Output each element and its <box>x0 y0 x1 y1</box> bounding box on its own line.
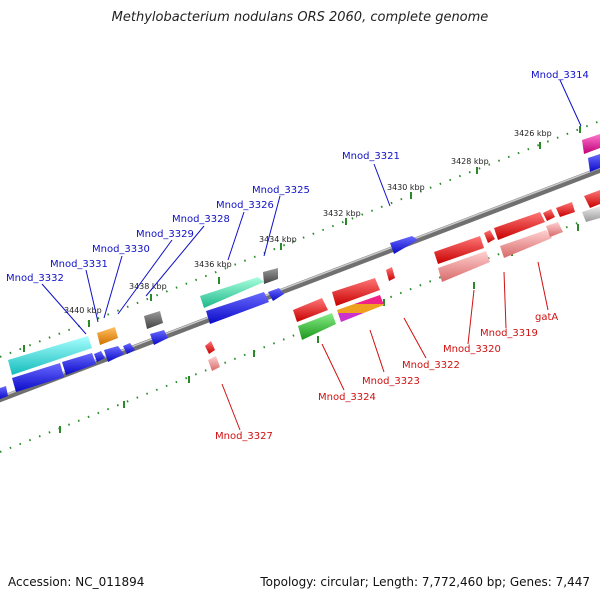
gene-label[interactable]: Mnod_3324 <box>318 392 376 403</box>
gene-arrow[interactable] <box>12 363 64 392</box>
gene-arrow[interactable] <box>582 206 600 222</box>
forward-genes <box>0 134 600 399</box>
leader-lines-forward <box>41 79 582 335</box>
gene-label[interactable]: Mnod_3326 <box>216 200 274 211</box>
gene-arrow[interactable] <box>390 236 418 254</box>
gene-arrow[interactable] <box>298 313 336 340</box>
gene-arrow[interactable] <box>500 230 552 258</box>
gene-arrow[interactable] <box>205 341 215 354</box>
gene-arrow[interactable] <box>546 222 563 237</box>
topology-text: Topology: circular; Length: 7,772,460 bp… <box>260 575 590 589</box>
gene-arrow[interactable] <box>200 277 264 308</box>
gene-arrow[interactable] <box>386 267 395 281</box>
gene-arrow[interactable] <box>556 202 575 217</box>
gene-arrow[interactable] <box>332 278 380 306</box>
gene-label[interactable]: Mnod_3320 <box>443 344 501 355</box>
gene-label[interactable]: Mnod_3314 <box>531 70 589 81</box>
gene-label[interactable]: Mnod_3323 <box>362 376 420 387</box>
page-title: Methylobacterium nodulans ORS 2060, comp… <box>111 10 489 25</box>
gene-arrow[interactable] <box>123 343 135 354</box>
gene-arrow[interactable] <box>543 209 555 221</box>
gene-arrow[interactable] <box>337 295 384 322</box>
gene-label[interactable]: Mnod_3329 <box>136 229 194 240</box>
tick-label: 3428 kbp <box>451 157 489 166</box>
accession-text: Accession: NC_011894 <box>8 575 145 589</box>
gene-arrow[interactable] <box>62 353 96 375</box>
gene-arrow[interactable] <box>494 212 545 240</box>
gene-arrow[interactable] <box>293 298 328 322</box>
gene-arrow[interactable] <box>104 346 124 362</box>
gene-label[interactable]: Mnod_3322 <box>402 360 460 371</box>
gene-arrow[interactable] <box>94 351 105 362</box>
gene-label[interactable]: Mnod_3330 <box>92 244 150 255</box>
scale-ticks-forward <box>23 126 581 352</box>
gene-arrow[interactable] <box>263 268 278 284</box>
tick-label: 3434 kbp <box>259 235 297 244</box>
gene-label[interactable]: gatA <box>535 312 558 323</box>
gene-arrow[interactable] <box>438 251 490 282</box>
gene-arrow[interactable] <box>584 190 600 208</box>
leader-lines-reverse <box>221 261 549 431</box>
gene-arrow[interactable] <box>8 336 92 375</box>
gene-arrow[interactable] <box>434 236 484 264</box>
gene-label[interactable]: Mnod_3331 <box>50 259 108 270</box>
gene-label[interactable]: Mnod_3332 <box>6 273 64 284</box>
tick-label: 3440 kbp <box>64 306 102 315</box>
gene-label[interactable]: Mnod_3327 <box>215 431 273 442</box>
gene-label[interactable]: Mnod_3325 <box>252 185 310 196</box>
gene-label[interactable]: Mnod_3321 <box>342 151 400 162</box>
gene-arrow[interactable] <box>150 330 168 345</box>
gene-arrow[interactable] <box>206 292 269 324</box>
tick-label: 3438 kbp <box>129 282 167 291</box>
gene-arrow[interactable] <box>144 311 163 329</box>
gene-label[interactable]: Mnod_3319 <box>480 328 538 339</box>
gene-arrow[interactable] <box>0 386 8 399</box>
tick-label: 3426 kbp <box>514 129 552 138</box>
gene-arrow[interactable] <box>208 356 220 371</box>
tick-label: 3436 kbp <box>194 260 232 269</box>
gene-arrow[interactable] <box>582 134 600 154</box>
tick-label: 3430 kbp <box>387 183 425 192</box>
gene-arrow[interactable] <box>588 154 600 172</box>
gene-label[interactable]: Mnod_3328 <box>172 214 230 225</box>
tick-label: 3432 kbp <box>323 209 361 218</box>
gene-arrow[interactable] <box>268 288 284 301</box>
gene-arrow[interactable] <box>97 327 118 345</box>
gene-arrow[interactable] <box>484 230 495 243</box>
reverse-genes <box>205 190 600 371</box>
